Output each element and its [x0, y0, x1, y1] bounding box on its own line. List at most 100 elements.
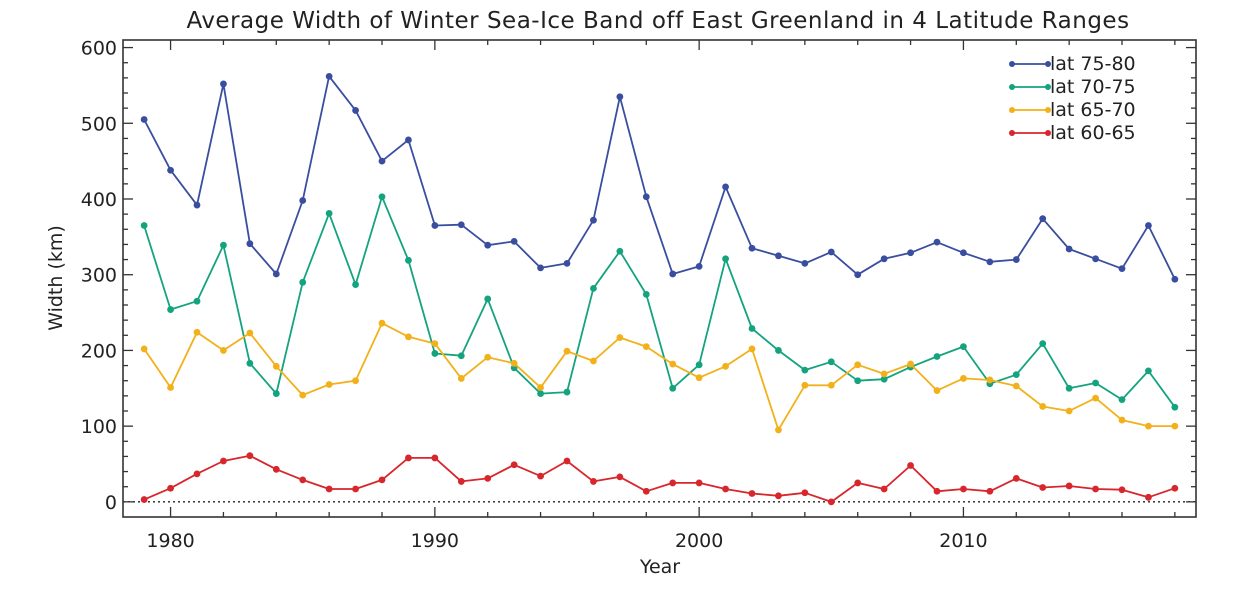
data-point-lat-65-70 [167, 384, 174, 391]
data-point-lat-75-80 [960, 249, 967, 257]
data-point-lat-65-70 [775, 426, 782, 434]
data-point-lat-60-65 [220, 457, 227, 465]
data-point-lat-60-65 [352, 485, 359, 493]
data-point-lat-65-70 [431, 340, 439, 348]
data-point-lat-60-65 [590, 478, 597, 485]
data-point-lat-65-70 [1092, 394, 1099, 402]
data-point-lat-70-75 [563, 388, 571, 396]
data-point-lat-65-70 [537, 384, 544, 391]
data-point-lat-60-65 [431, 454, 439, 462]
data-point-lat-60-65 [1012, 474, 1020, 482]
data-point-lat-75-80 [405, 136, 412, 144]
data-point-lat-75-80 [669, 270, 677, 278]
data-point-lat-70-75 [775, 347, 782, 354]
data-point-lat-75-80 [722, 183, 729, 191]
y-tick-label: 400 [81, 189, 117, 211]
data-point-lat-65-70 [801, 381, 809, 389]
data-point-lat-70-75 [220, 241, 227, 249]
y-tick-label: 200 [81, 340, 117, 362]
legend-swatch-marker [1045, 130, 1051, 136]
data-point-lat-60-65 [642, 487, 650, 495]
legend-entry-label: lat 60-65 [1050, 122, 1136, 144]
data-point-lat-75-80 [801, 259, 809, 267]
series-line-lat-60-65 [143, 454, 1176, 503]
data-point-lat-75-80 [1092, 255, 1099, 263]
data-point-lat-70-75 [616, 247, 624, 255]
data-point-lat-70-75 [352, 281, 359, 288]
data-point-lat-70-75 [193, 297, 201, 305]
data-point-lat-70-75 [1118, 396, 1126, 404]
data-point-lat-65-70 [484, 353, 492, 361]
data-point-lat-70-75 [325, 209, 333, 217]
series-line-lat-75-80 [143, 75, 1176, 280]
data-point-lat-75-80 [325, 72, 333, 80]
x-tick-label: 2000 [675, 530, 723, 552]
data-point-lat-65-70 [960, 375, 967, 382]
data-point-lat-65-70 [880, 370, 888, 378]
data-point-lat-60-65 [1171, 484, 1179, 492]
data-point-lat-65-70 [1039, 403, 1047, 410]
data-point-lat-75-80 [299, 197, 307, 204]
y-tick-label: 500 [81, 113, 117, 135]
data-point-lat-65-70 [986, 376, 994, 384]
data-point-lat-65-70 [722, 362, 729, 370]
data-point-lat-60-65 [880, 485, 888, 493]
data-point-lat-70-75 [695, 361, 703, 369]
data-point-lat-60-65 [1145, 493, 1152, 501]
data-point-lat-75-80 [1118, 265, 1126, 273]
data-point-lat-65-70 [827, 381, 835, 389]
y-tick-label: 100 [81, 416, 117, 438]
data-point-lat-65-70 [907, 360, 914, 368]
data-point-lat-60-65 [378, 476, 386, 484]
legend-swatch-marker [1009, 61, 1015, 67]
y-axis-label: Width (km) [45, 225, 67, 331]
data-point-lat-60-65 [457, 478, 465, 485]
data-point-lat-75-80 [220, 80, 227, 88]
data-point-lat-70-75 [405, 256, 412, 264]
data-point-lat-60-65 [695, 479, 703, 487]
legend-swatch-marker [1009, 84, 1015, 90]
data-point-lat-60-65 [510, 461, 518, 469]
data-point-lat-70-75 [827, 358, 835, 366]
data-point-lat-65-70 [1012, 382, 1020, 390]
data-point-lat-75-80 [880, 255, 888, 263]
plot-frame [122, 39, 1197, 518]
series-line-lat-70-75 [143, 195, 1176, 408]
data-point-lat-60-65 [827, 498, 835, 506]
data-point-lat-70-75 [960, 343, 967, 351]
data-point-lat-70-75 [299, 278, 307, 286]
data-point-lat-65-70 [933, 387, 941, 394]
data-point-lat-75-80 [642, 193, 650, 201]
legend-swatch-marker [1009, 107, 1015, 113]
data-point-lat-60-65 [986, 487, 994, 495]
data-point-lat-60-65 [167, 484, 174, 492]
data-point-lat-65-70 [325, 381, 333, 388]
data-point-lat-65-70 [220, 347, 227, 354]
data-point-lat-65-70 [616, 334, 624, 341]
data-point-lat-70-75 [801, 366, 809, 374]
data-point-lat-75-80 [272, 270, 280, 278]
data-point-lat-75-80 [563, 259, 571, 267]
data-point-lat-60-65 [669, 479, 677, 487]
data-point-lat-75-80 [590, 216, 597, 224]
data-point-lat-65-70 [193, 328, 201, 336]
y-tick-label: 300 [81, 265, 117, 287]
data-point-lat-70-75 [431, 350, 439, 357]
data-point-lat-60-65 [140, 496, 148, 503]
data-point-lat-60-65 [537, 472, 544, 480]
data-point-lat-60-65 [325, 485, 333, 493]
data-point-lat-70-75 [1065, 384, 1073, 392]
y-tick-label: 600 [81, 38, 117, 60]
data-point-lat-75-80 [510, 238, 518, 245]
data-point-lat-75-80 [695, 262, 703, 270]
data-point-lat-60-65 [272, 465, 280, 473]
data-point-lat-70-75 [1171, 403, 1179, 411]
data-point-lat-75-80 [431, 222, 439, 229]
data-point-lat-75-80 [1065, 245, 1073, 253]
legend-entry-label: lat 75-80 [1050, 53, 1136, 75]
data-point-lat-75-80 [986, 258, 994, 266]
data-point-lat-60-65 [748, 490, 756, 497]
data-point-lat-60-65 [563, 457, 571, 465]
data-point-lat-65-70 [748, 345, 756, 353]
